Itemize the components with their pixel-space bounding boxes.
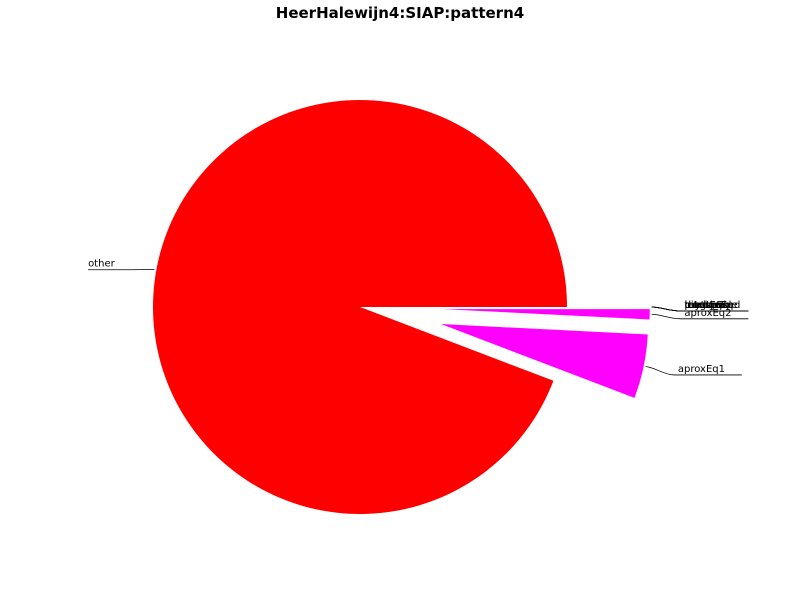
leader-line-aproxeq1: [645, 366, 742, 376]
leader-line-aproxeq2: [651, 313, 749, 320]
pie-label-pitcheq: pitchEq: [685, 300, 723, 311]
pie-label-other: other: [88, 259, 116, 270]
pie-label-aproxeq1: aproxEq1: [678, 364, 725, 375]
pie-label-retrograde: retrograde: [685, 300, 738, 311]
pie-label-lengtheq: lengthEq: [685, 300, 730, 311]
leader-line-transposed: [651, 306, 749, 312]
chart-title: HeerHalewijn4:SIAP:pattern4: [275, 4, 525, 22]
pie-slice-aproxeq1: [441, 324, 648, 398]
pie-slices: [153, 99, 650, 514]
pie-label-rhythmeq: rhythmEq: [685, 300, 734, 311]
pie-slice-aproxeq2: [442, 309, 650, 320]
pie-label-transposed: transposed: [685, 300, 741, 311]
pie-label-inverted: inverted: [685, 300, 727, 311]
pie-slice-other: [153, 99, 568, 514]
pie-label-aproxeq2: aproxEq2: [684, 308, 731, 319]
pie-labels: other aproxEq1 aproxEq2lengthEqinvertedret…: [88, 259, 749, 376]
